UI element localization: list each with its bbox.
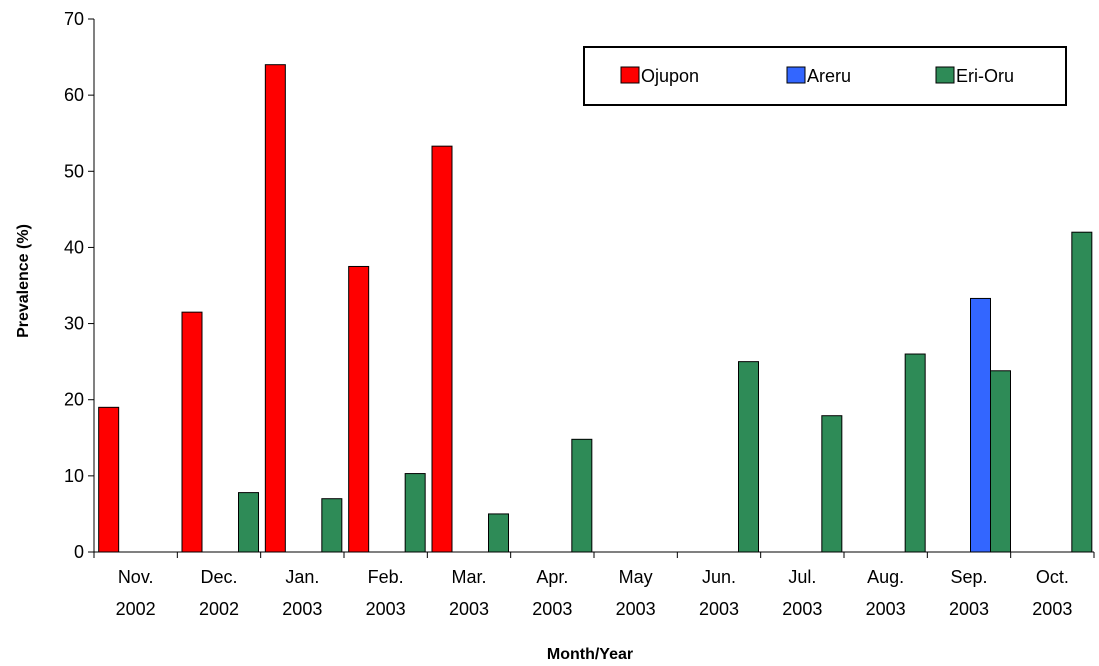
bar-areru [970, 297, 991, 553]
bar-ojupon [181, 311, 203, 553]
y-tick-label: 70 [64, 9, 84, 29]
bar-ojupon [98, 406, 120, 553]
x-axis: Nov. 2002 Dec. 2002 Jan. 2003 Feb. 2003 Mar. 2003… [93, 551, 1095, 619]
x-tick-label-month: Jan. [285, 567, 319, 587]
legend-label-eri-oru: Eri-Oru [956, 66, 1014, 86]
x-tick-label-month: Feb. [368, 567, 404, 587]
bar-eri-oru [990, 370, 1011, 553]
bar-ojupon [348, 265, 370, 553]
x-tick-label-year: 2003 [699, 599, 739, 619]
bar-eri-oru [1071, 231, 1093, 553]
x-tick-label-year: 2003 [616, 599, 656, 619]
x-tick-label-month: Jul. [788, 567, 816, 587]
x-axis-title: Month/Year [547, 646, 633, 663]
legend-box [583, 46, 1067, 106]
y-tick-label: 10 [64, 466, 84, 486]
legend-swatch-eri-oru [935, 66, 955, 84]
bars [98, 64, 1093, 553]
x-tick-label-month: Dec. [200, 567, 237, 587]
y-tick-label: 0 [74, 542, 84, 562]
x-tick-label-year: 2003 [282, 599, 322, 619]
x-tick-label-month: Mar. [451, 567, 486, 587]
legend: Ojupon Areru Eri-Oru [583, 46, 1067, 106]
y-axis: 0 10 20 30 40 50 60 70 [64, 9, 95, 562]
x-tick-label-year: 2003 [866, 599, 906, 619]
bar-eri-oru [404, 473, 426, 553]
bar-eri-oru [321, 498, 343, 553]
x-tick-label-year: 2003 [449, 599, 489, 619]
bar-ojupon [264, 64, 286, 553]
x-tick-label-year: 2003 [949, 599, 989, 619]
legend-swatch-ojupon [620, 66, 640, 84]
bar-eri-oru [488, 513, 509, 553]
y-tick-label: 30 [64, 314, 84, 334]
x-tick-label-year: 2003 [532, 599, 572, 619]
x-tick-label-year: 2003 [366, 599, 406, 619]
x-tick-label-year: 2003 [782, 599, 822, 619]
bar-eri-oru [238, 492, 259, 553]
x-tick-label-month: Nov. [118, 567, 154, 587]
x-tick-label-month: Oct. [1036, 567, 1069, 587]
bar-eri-oru [904, 353, 926, 553]
x-tick-label-year: 2002 [199, 599, 239, 619]
y-axis-title: Prevalence (%) [15, 224, 32, 338]
x-tick-label-year: 2003 [1032, 599, 1072, 619]
x-tick-label-month: Sep. [950, 567, 987, 587]
legend-label-ojupon: Ojupon [641, 66, 699, 86]
legend-swatch-areru [786, 66, 806, 84]
y-tick-label: 40 [64, 237, 84, 257]
bar-ojupon [431, 145, 453, 553]
x-tick-label-year: 2002 [116, 599, 156, 619]
y-tick-label: 50 [64, 161, 84, 181]
bar-eri-oru [738, 361, 759, 553]
x-tick-label-month: May [619, 567, 653, 587]
y-tick-label: 20 [64, 390, 84, 410]
bar-eri-oru [821, 415, 843, 553]
x-tick-label-month: Aug. [867, 567, 904, 587]
legend-label-areru: Areru [807, 66, 851, 86]
x-tick-label-month: Apr. [536, 567, 568, 587]
bar-eri-oru [571, 438, 593, 553]
x-tick-label-month: Jun. [702, 567, 736, 587]
y-tick-label: 60 [64, 85, 84, 105]
